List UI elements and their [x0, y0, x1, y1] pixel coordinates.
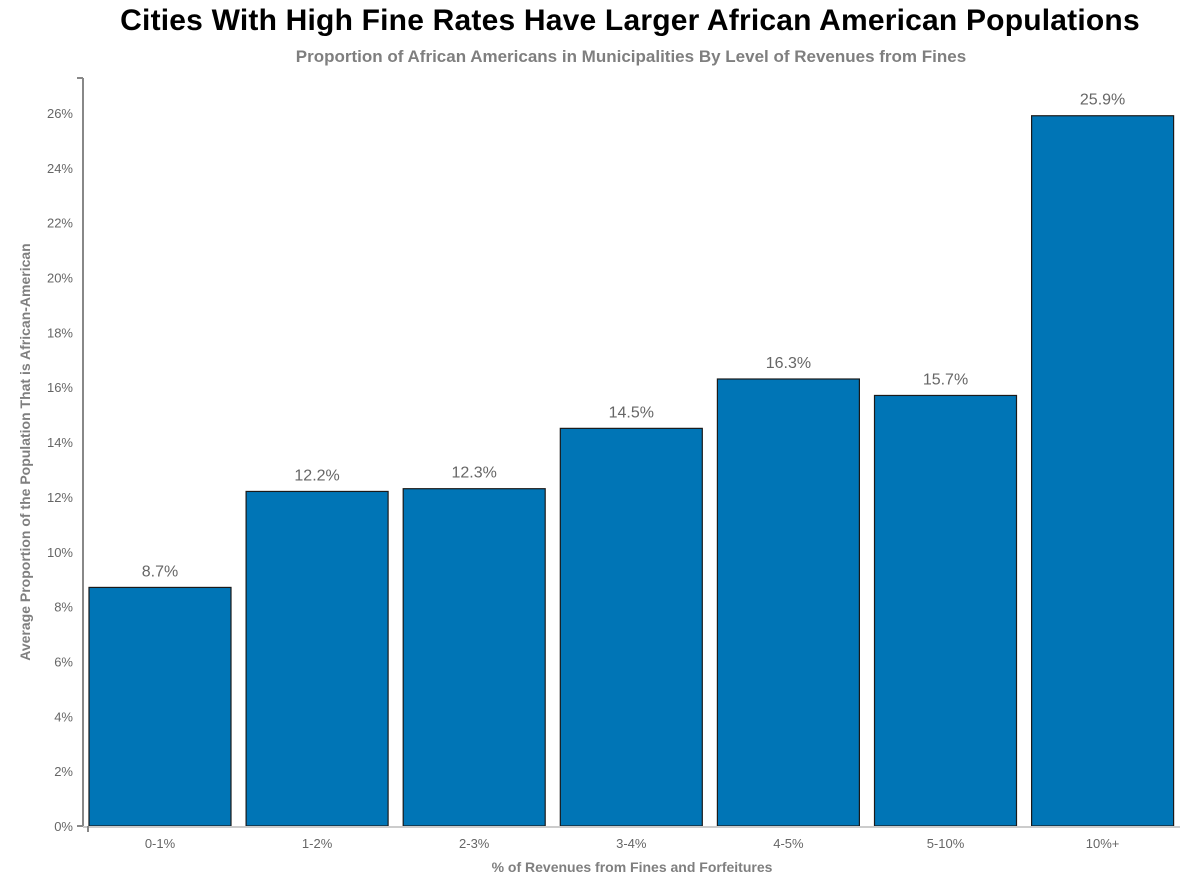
x-tick-label: 0-1%: [145, 836, 176, 851]
bar-4-5%: [716, 378, 861, 827]
bar-3-4%: [559, 427, 703, 827]
data-label: 12.2%: [294, 467, 339, 484]
chart-title: Cities With High Fine Rates Have Larger …: [120, 4, 1140, 37]
y-tick-label: 0%: [54, 819, 73, 834]
y-tick-label: 18%: [47, 325, 73, 340]
y-tick-label: 16%: [47, 380, 73, 395]
y-tick-label: 22%: [47, 216, 73, 231]
x-tick-label: 10%+: [1086, 836, 1120, 851]
bar-5-10%: [873, 394, 1018, 827]
x-axis-label: % of Revenues from Fines and Forfeitures: [492, 859, 773, 875]
y-tick-label: 14%: [47, 435, 73, 450]
x-tick-label: 1-2%: [302, 836, 333, 851]
y-tick-label: 12%: [47, 490, 73, 505]
y-tick-label: 6%: [54, 654, 73, 669]
bar-10%+: [1030, 115, 1175, 827]
bar-2-3%: [402, 488, 546, 827]
data-label: 16.3%: [766, 355, 811, 372]
y-tick-label: 2%: [54, 764, 73, 779]
data-label: 8.7%: [142, 563, 178, 580]
x-tick-label: 5-10%: [927, 836, 965, 851]
data-label: 25.9%: [1080, 92, 1125, 109]
x-tick-label: 2-3%: [459, 836, 490, 851]
y-tick-label: 20%: [47, 271, 73, 286]
bar-0-1%: [88, 586, 232, 827]
y-tick-label: 4%: [54, 709, 73, 724]
x-tick-label: 3-4%: [616, 836, 647, 851]
y-tick-label: 10%: [47, 545, 73, 560]
y-tick-label: 24%: [47, 161, 73, 176]
chart-subtitle: Proportion of African Americans in Munic…: [295, 47, 967, 66]
data-label: 12.3%: [452, 465, 497, 482]
x-tick-label: 4-5%: [773, 836, 804, 851]
y-tick-label: 26%: [47, 106, 73, 121]
bar-1-2%: [245, 490, 389, 827]
y-axis-label: Average Proportion of the Population Tha…: [17, 243, 33, 660]
data-label: 15.7%: [923, 371, 968, 388]
y-tick-label: 8%: [54, 600, 73, 615]
data-label: 14.5%: [609, 404, 654, 421]
